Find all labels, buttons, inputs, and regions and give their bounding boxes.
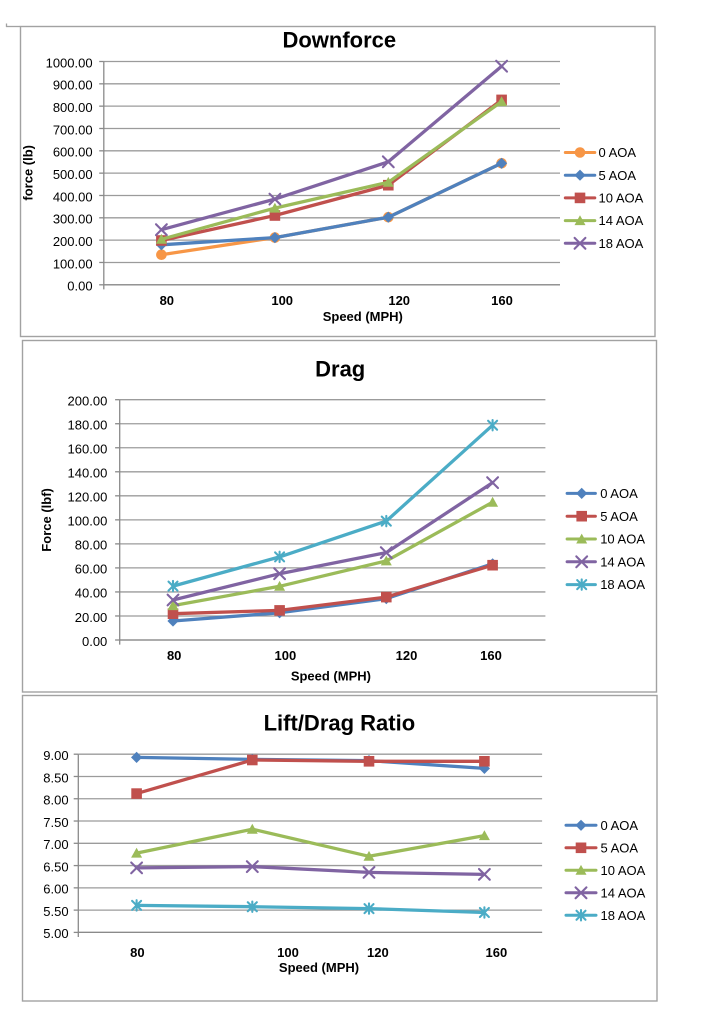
svg-text:80: 80 [167, 648, 181, 663]
svg-text:5 AOA: 5 AOA [600, 509, 638, 524]
svg-text:20.00: 20.00 [75, 610, 108, 625]
svg-text:40.00: 40.00 [75, 586, 108, 601]
svg-text:200.00: 200.00 [68, 394, 108, 409]
svg-text:100: 100 [277, 945, 299, 960]
svg-text:180.00: 180.00 [68, 418, 108, 433]
svg-text:1000.00: 1000.00 [46, 55, 93, 70]
svg-text:5.00: 5.00 [43, 926, 68, 941]
svg-text:120: 120 [388, 293, 410, 308]
svg-text:0.00: 0.00 [67, 279, 92, 294]
svg-text:Speed (MPH): Speed (MPH) [291, 668, 371, 683]
svg-text:120: 120 [367, 945, 389, 960]
svg-text:160: 160 [480, 648, 502, 663]
svg-text:7.00: 7.00 [43, 837, 68, 852]
svg-text:8.00: 8.00 [43, 793, 68, 808]
svg-text:300.00: 300.00 [53, 212, 93, 227]
svg-text:Lift/Drag Ratio: Lift/Drag Ratio [264, 710, 416, 735]
svg-text:100: 100 [271, 293, 293, 308]
svg-text:0 AOA: 0 AOA [599, 145, 637, 160]
svg-text:900.00: 900.00 [53, 78, 93, 93]
svg-text:800.00: 800.00 [53, 100, 93, 115]
svg-text:120.00: 120.00 [68, 490, 108, 505]
svg-text:0 AOA: 0 AOA [600, 486, 638, 501]
svg-text:5.50: 5.50 [43, 904, 68, 919]
svg-text:160: 160 [486, 945, 508, 960]
svg-text:force (lb): force (lb) [21, 145, 36, 201]
svg-text:10 AOA: 10 AOA [600, 532, 645, 547]
svg-text:14 AOA: 14 AOA [600, 554, 645, 569]
svg-text:140.00: 140.00 [68, 466, 108, 481]
svg-text:18 AOA: 18 AOA [599, 236, 644, 251]
svg-text:Speed (MPH): Speed (MPH) [279, 960, 359, 975]
svg-text:18 AOA: 18 AOA [601, 908, 646, 923]
svg-text:100.00: 100.00 [68, 514, 108, 529]
svg-text:700.00: 700.00 [53, 122, 93, 137]
svg-text:160: 160 [491, 293, 513, 308]
svg-text:6.00: 6.00 [43, 882, 68, 897]
svg-text:Speed (MPH): Speed (MPH) [323, 309, 403, 324]
svg-text:Drag: Drag [315, 356, 365, 381]
svg-text:8.50: 8.50 [43, 770, 68, 785]
svg-text:80: 80 [130, 945, 144, 960]
svg-text:80: 80 [160, 293, 174, 308]
svg-text:120: 120 [396, 648, 418, 663]
svg-text:100: 100 [275, 648, 297, 663]
svg-text:Downforce: Downforce [282, 28, 396, 53]
svg-text:5 AOA: 5 AOA [601, 840, 639, 855]
svg-text:14 AOA: 14 AOA [601, 885, 646, 900]
svg-text:0.00: 0.00 [82, 634, 107, 649]
svg-text:14 AOA: 14 AOA [599, 213, 644, 228]
svg-text:Force (lbf): Force (lbf) [39, 488, 54, 552]
svg-text:10 AOA: 10 AOA [601, 863, 646, 878]
svg-text:500.00: 500.00 [53, 167, 93, 182]
svg-text:0 AOA: 0 AOA [601, 818, 639, 833]
svg-text:7.50: 7.50 [43, 815, 68, 830]
svg-text:600.00: 600.00 [53, 145, 93, 160]
svg-text:18 AOA: 18 AOA [600, 577, 645, 592]
svg-text:60.00: 60.00 [75, 562, 108, 577]
svg-text:200.00: 200.00 [53, 234, 93, 249]
svg-text:6.50: 6.50 [43, 859, 68, 874]
svg-text:80.00: 80.00 [75, 538, 108, 553]
svg-text:10 AOA: 10 AOA [599, 191, 644, 206]
svg-text:100.00: 100.00 [53, 256, 93, 271]
svg-text:400.00: 400.00 [53, 189, 93, 204]
svg-text:9.00: 9.00 [43, 748, 68, 763]
svg-text:5 AOA: 5 AOA [599, 168, 637, 183]
svg-text:160.00: 160.00 [68, 442, 108, 457]
